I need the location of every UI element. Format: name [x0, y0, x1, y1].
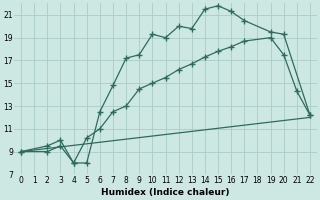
X-axis label: Humidex (Indice chaleur): Humidex (Indice chaleur): [101, 188, 230, 197]
